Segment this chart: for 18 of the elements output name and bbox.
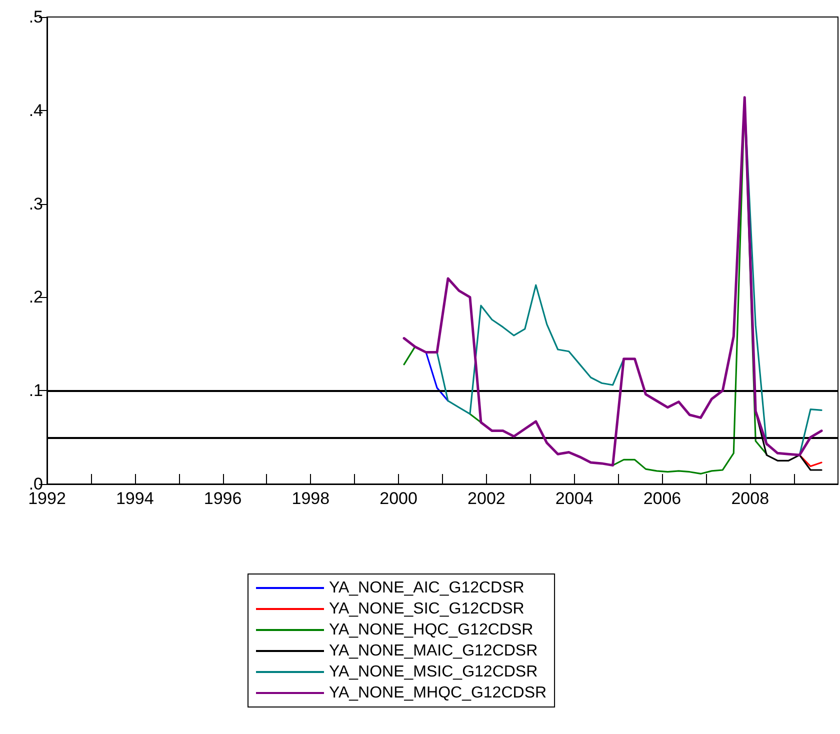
y-tick-label: .1 bbox=[28, 381, 43, 400]
y-tick-label: .5 bbox=[28, 8, 43, 26]
legend-label: YA_NONE_SIC_G12CDSR bbox=[329, 600, 524, 618]
y-tick-label: .2 bbox=[28, 288, 43, 307]
x-tick-label: 2002 bbox=[468, 489, 506, 508]
legend-label: YA_NONE_MHQC_G12CDSR bbox=[329, 684, 547, 702]
y-tick-label: .4 bbox=[28, 100, 43, 120]
x-tick-label: 1996 bbox=[204, 489, 242, 508]
x-tick-label: 1994 bbox=[116, 489, 154, 508]
x-tick-label: 2008 bbox=[731, 489, 770, 508]
x-tick-label: 1998 bbox=[292, 489, 330, 508]
legend-label: YA_NONE_AIC_G12CDSR bbox=[329, 580, 524, 596]
x-tick-label: 2006 bbox=[643, 489, 682, 508]
legend-label: YA_NONE_HQC_G12CDSR bbox=[329, 622, 534, 638]
legend-label: YA_NONE_MAIC_G12CDSR bbox=[329, 642, 538, 660]
x-tick-label: 2000 bbox=[380, 489, 418, 508]
legend-label: YA_NONE_MSIC_G12CDSR bbox=[329, 664, 538, 680]
x-tick-label: 2004 bbox=[555, 489, 594, 508]
